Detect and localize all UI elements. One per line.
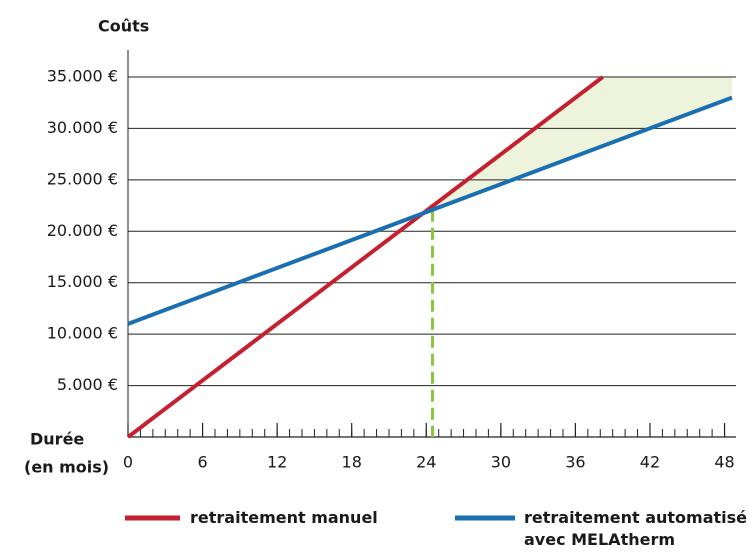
series-line: [126, 75, 604, 439]
y-tick-label: 20.000 €: [47, 221, 118, 240]
y-tick-label: 30.000 €: [47, 118, 118, 137]
y-tick-label: 35.000 €: [47, 67, 118, 86]
y-tick-label: 5.000 €: [57, 375, 118, 394]
legend-label: retraitement automatisé avec MELAtherm: [524, 508, 747, 549]
y-axis-label: Coûts: [98, 17, 149, 36]
x-tick-label: 18: [342, 453, 362, 472]
series-line: [127, 95, 733, 326]
y-tick-label: 10.000 €: [47, 324, 118, 343]
x-tick-label: 12: [267, 453, 287, 472]
savings-area: [422, 77, 732, 214]
y-tick-label: 15.000 €: [47, 272, 118, 291]
x-tick-label: 6: [197, 453, 207, 472]
x-tick-label: 48: [714, 453, 734, 472]
x-tick-label: 24: [416, 453, 436, 472]
x-tick-label: 42: [640, 453, 660, 472]
legend-label: retraitement manuel: [190, 508, 378, 527]
x-axis-label: Durée: [30, 430, 84, 449]
y-tick-label: 25.000 €: [47, 169, 118, 188]
x-tick-label: 30: [491, 453, 511, 472]
x-tick-label: 0: [123, 453, 133, 472]
x-tick-label: 36: [565, 453, 585, 472]
x-axis-unit: (en mois): [24, 458, 109, 477]
